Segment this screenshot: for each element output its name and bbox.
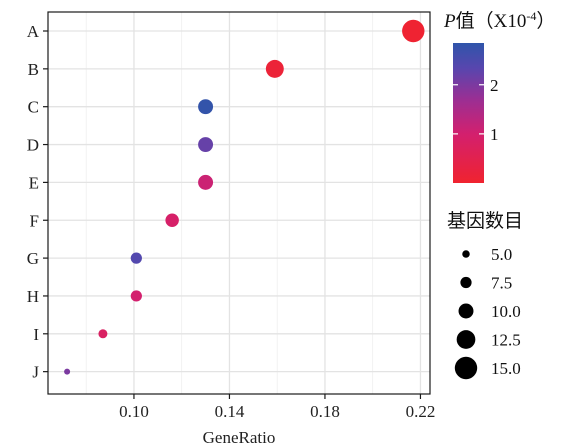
size-legend-label: 10.0 [491, 302, 521, 321]
y-tick-label: J [32, 363, 39, 382]
size-legend-label: 12.5 [491, 331, 521, 350]
point-h [130, 290, 142, 302]
point-e [198, 174, 214, 190]
point-g [130, 252, 142, 264]
color-legend: P值（X10-4） 2 1 [443, 9, 555, 183]
color-bar-label: 1 [490, 125, 499, 144]
color-legend-title: P值（X10-4） [443, 9, 555, 32]
point-c [198, 99, 214, 115]
y-tick-label: C [28, 98, 39, 117]
size-legend-dot [456, 330, 476, 349]
x-axis: 0.10 0.14 0.18 0.22 [119, 394, 435, 421]
y-tick-label: A [27, 22, 40, 41]
y-tick-label: D [27, 136, 39, 155]
size-legend-dot [458, 303, 474, 319]
size-legend: 基因数目 5.0 7.5 10.0 12.5 15.0 [447, 210, 523, 380]
x-tick-label: 0.10 [119, 402, 149, 421]
x-axis-title: GeneRatio [203, 428, 276, 447]
size-legend-label: 15.0 [491, 359, 521, 378]
x-tick-label: 0.14 [215, 402, 245, 421]
x-tick-label: 0.22 [406, 402, 436, 421]
y-tick-label: G [27, 249, 39, 268]
grid-lines [48, 12, 430, 394]
color-bar-label: 2 [490, 76, 499, 95]
point-i [98, 329, 108, 339]
point-b [265, 59, 284, 78]
size-legend-dot [460, 276, 472, 289]
size-legend-title: 基因数目 [447, 210, 523, 232]
color-bar [453, 43, 484, 183]
y-tick-label: B [28, 60, 39, 79]
size-legend-label: 5.0 [491, 245, 512, 264]
plot-border [47, 11, 431, 395]
size-legend-dot [462, 250, 470, 258]
point-j [64, 368, 71, 375]
point-d [198, 137, 214, 153]
y-tick-label: H [27, 287, 39, 306]
size-legend-label: 7.5 [491, 274, 512, 293]
y-tick-label: E [29, 173, 39, 192]
x-tick-label: 0.18 [310, 402, 340, 421]
data-points [64, 19, 425, 375]
size-legend-dot [454, 356, 478, 380]
plot-background [48, 12, 430, 394]
point-f [165, 213, 179, 227]
point-a [402, 19, 425, 43]
y-tick-label: I [33, 325, 39, 344]
y-tick-label: F [30, 211, 39, 230]
